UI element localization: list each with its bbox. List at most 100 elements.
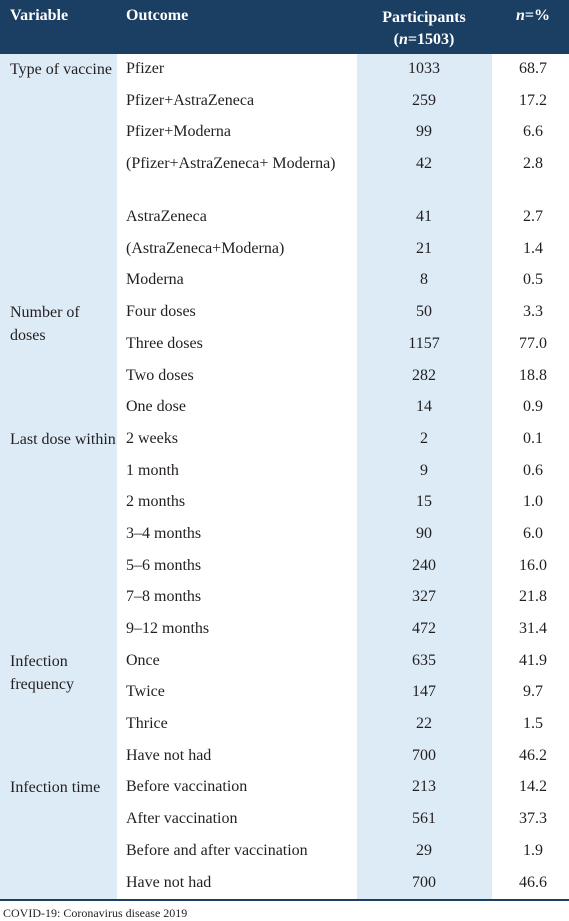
header-participants-label: Participants xyxy=(382,9,466,26)
header-participants-n: n xyxy=(398,31,408,48)
table-row: One dose 14 0.9 xyxy=(0,392,569,424)
outcome-cell: Have not had xyxy=(126,746,212,764)
table-row: 9–12 months 472 31.4 xyxy=(0,614,569,646)
variable-group: Number of doses Four doses 50 3.3 Three dose… xyxy=(0,297,569,424)
table-row: Four doses 50 3.3 xyxy=(0,297,569,329)
header-percent: n=% xyxy=(498,7,568,25)
percent-cell: 2.8 xyxy=(523,155,543,173)
variable-label: Type of vaccine xyxy=(10,61,112,78)
percent-cell: 6.0 xyxy=(523,524,543,542)
table-row: 2 weeks 2 0.1 xyxy=(0,424,569,456)
outcome-cell: Twice xyxy=(126,683,165,701)
percent-cell: 6.6 xyxy=(523,123,543,141)
outcome-cell: Pfizer+Moderna xyxy=(126,123,231,141)
table-footnote: COVID-19: Coronavirus disease 2019 xyxy=(3,906,188,921)
header-participants-count: =1503) xyxy=(407,31,455,48)
participants-cell: 8 xyxy=(420,271,428,289)
participants-cell: 41 xyxy=(416,208,432,226)
percent-cell: 14.2 xyxy=(519,778,547,796)
outcome-cell: After vaccination xyxy=(126,810,238,828)
outcome-cell: Pfizer+AstraZeneca xyxy=(126,91,255,109)
table-row: Three doses 1157 77.0 xyxy=(0,329,569,361)
participants-cell: 22 xyxy=(416,715,432,733)
outcome-cell: 2 months xyxy=(126,493,186,511)
percent-cell: 2.7 xyxy=(523,208,543,226)
outcome-cell: 3–4 months xyxy=(126,524,202,542)
table-row: 1 month 9 0.6 xyxy=(0,456,569,488)
participants-cell: 14 xyxy=(416,398,432,416)
table-row: Before vaccination 213 14.2 xyxy=(0,772,569,804)
participants-cell: 1157 xyxy=(408,334,440,352)
participants-cell: 90 xyxy=(416,524,432,542)
percent-cell: 18.8 xyxy=(519,366,547,384)
participants-cell: 327 xyxy=(412,588,436,606)
table-row: 2 months 15 1.0 xyxy=(0,487,569,519)
outcome-cell: (AstraZeneca+Moderna) xyxy=(126,239,285,257)
outcome-cell: Three doses xyxy=(126,334,203,352)
outcome-cell: Thrice xyxy=(126,715,168,733)
outcome-cell: Pfizer xyxy=(126,60,165,77)
variable-label: Number of doses xyxy=(10,304,80,345)
percent-cell: 37.3 xyxy=(519,810,547,828)
participants-cell: 42 xyxy=(416,155,432,173)
header-percent-n: n xyxy=(515,7,525,24)
variable-label: Infection time xyxy=(10,779,101,797)
table-row: Before and after vaccination 29 1.9 xyxy=(0,836,569,868)
outcome-cell: AstraZeneca xyxy=(126,208,207,226)
variable-group: Infection frequency Once 635 41.9 Twice 147 9.… xyxy=(0,645,569,773)
table-row: Moderna 8 0.5 xyxy=(0,265,569,297)
percent-cell: 0.1 xyxy=(523,429,543,447)
table-row: Have not had 700 46.6 xyxy=(0,868,569,900)
participants-cell: 1033 xyxy=(408,60,440,77)
table-row: 3–4 months 90 6.0 xyxy=(0,519,569,551)
outcome-cell: Once xyxy=(126,651,160,669)
percent-cell: 17.2 xyxy=(519,91,547,109)
participants-cell: 50 xyxy=(416,303,432,321)
percent-cell: 0.6 xyxy=(523,461,543,479)
participants-cell: 15 xyxy=(416,493,432,511)
outcome-cell: 1 month xyxy=(126,461,179,479)
participants-cell: 2 xyxy=(420,429,428,447)
participants-cell: 21 xyxy=(416,239,432,257)
participants-cell: 561 xyxy=(412,810,436,828)
percent-cell: 46.2 xyxy=(519,746,547,764)
participants-cell: 240 xyxy=(412,556,436,574)
participants-cell: 259 xyxy=(412,91,436,109)
outcome-cell: Moderna xyxy=(126,271,184,289)
percent-cell: 1.0 xyxy=(523,493,543,511)
percent-cell: 9.7 xyxy=(523,683,543,701)
table-row: Two doses 282 18.8 xyxy=(0,361,569,393)
outcome-cell: Before and after vaccination xyxy=(126,841,308,859)
outcome-cell: 9–12 months xyxy=(126,620,210,637)
outcome-cell: (Pfizer+AstraZeneca+ Moderna) xyxy=(126,155,336,173)
variable-label: Last dose within xyxy=(10,430,116,448)
table-row: After vaccination 561 37.3 xyxy=(0,804,569,836)
table-body: Type of vaccine Pfizer 1033 68.7 Pfizer+Astr… xyxy=(0,54,569,899)
table-row: Once 635 41.9 xyxy=(0,646,569,678)
variable-group: Last dose within 2 weeks 2 0.1 1 month 9 0.6 2 … xyxy=(0,423,569,646)
table-row: (AstraZeneca+Moderna) 21 1.4 xyxy=(0,234,569,266)
participants-cell: 700 xyxy=(412,873,436,891)
variable-group: Infection time Before vaccination 213 14.2 A… xyxy=(0,772,569,899)
percent-cell: 21.8 xyxy=(519,588,547,606)
table-row: Have not had 700 46.2 xyxy=(0,741,569,773)
percent-cell: 31.4 xyxy=(519,620,547,637)
outcome-cell: 7–8 months xyxy=(126,588,202,606)
table-row: 7–8 months 327 21.8 xyxy=(0,582,569,614)
percent-cell: 1.5 xyxy=(523,715,543,733)
percent-cell: 0.5 xyxy=(523,271,543,289)
percent-cell: 0.9 xyxy=(523,398,543,416)
participants-cell: 29 xyxy=(416,841,432,859)
participants-cell: 472 xyxy=(412,620,436,637)
percent-cell: 1.9 xyxy=(523,841,543,859)
participants-cell: 213 xyxy=(412,778,436,796)
header-participants-open: ( xyxy=(393,31,399,48)
outcome-cell: Two doses xyxy=(126,366,194,384)
variable-group: Type of vaccine Pfizer 1033 68.7 Pfizer+Astr… xyxy=(0,54,569,298)
participants-cell: 147 xyxy=(412,683,436,701)
percent-cell: 41.9 xyxy=(519,651,547,669)
header-percent-sign: =% xyxy=(524,7,551,24)
outcome-cell: Have not had xyxy=(126,873,212,891)
table-header: Variable Outcome Participants (n=1503) n… xyxy=(0,0,569,54)
